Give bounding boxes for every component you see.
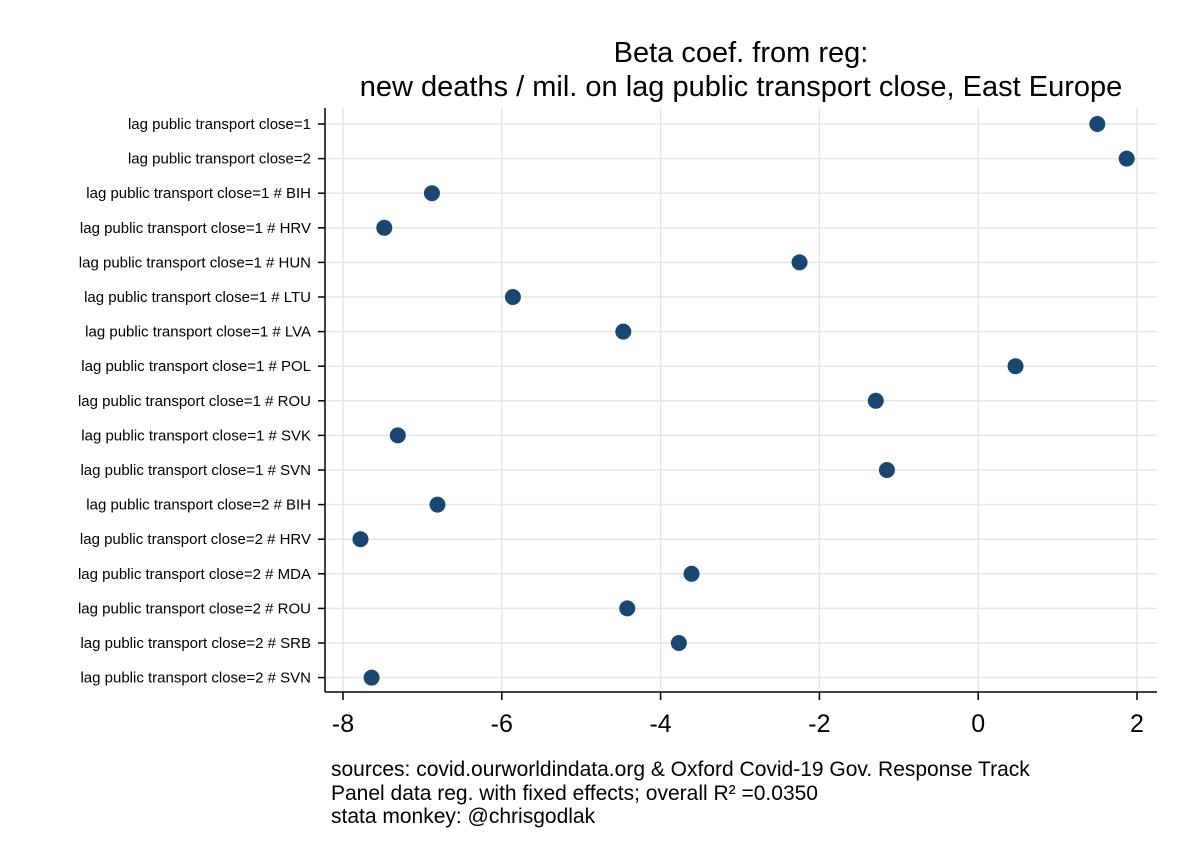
category-label: lag public transport close=1 # LTU (84, 289, 311, 306)
data-points (352, 116, 1135, 686)
category-label: lag public transport close=1 # ROU (78, 393, 311, 410)
category-label: lag public transport close=2 # MDA (78, 566, 311, 583)
category-label: lag public transport close=1 # POL (81, 358, 311, 375)
category-label: lag public transport close=1 (128, 116, 311, 133)
coefficient-point (615, 323, 632, 340)
coefficient-point (1118, 150, 1135, 167)
coefficient-point (352, 531, 369, 548)
category-label: lag public transport close=2 # HRV (80, 531, 311, 548)
category-label: lag public transport close=2 # ROU (78, 600, 311, 617)
x-axis-ticks (342, 692, 1138, 700)
y-axis-ticks (318, 123, 325, 679)
category-label: lag public transport close=1 # SVN (80, 462, 311, 479)
x-tick-label: 0 (971, 710, 985, 738)
chart-title-line-1: Beta coef. from reg: (614, 37, 869, 69)
y-axis-category-labels: lag public transport close=1 lag public t… (78, 116, 311, 687)
x-tick-label: 2 (1130, 710, 1144, 738)
coefficient-point (878, 462, 895, 478)
source-note: sources: covid.ourworldindata.org & Oxfo… (331, 758, 1030, 781)
x-axis-tick-labels: -8 -6 -4 -2 0 2 (332, 710, 1144, 738)
coefficient-point (670, 635, 687, 651)
author-note: stata monkey: @chrisgodlak (331, 805, 596, 828)
horizontal-gridlines (325, 123, 1157, 679)
coefficient-point (1089, 116, 1106, 132)
x-tick-label: -4 (649, 710, 671, 738)
coefficient-point (423, 185, 440, 202)
x-tick-label: -2 (808, 710, 830, 738)
category-label: lag public transport close=1 # LVA (85, 324, 311, 341)
category-label: lag public transport close=2 # BIH (86, 497, 311, 514)
category-label: lag public transport close=1 # HUN (79, 254, 311, 271)
coefficient-point (1007, 358, 1024, 375)
coefficient-point (363, 669, 380, 686)
category-label: lag public transport close=1 # BIH (86, 185, 311, 202)
chart-title-line-2: new deaths / mil. on lag public transpor… (360, 71, 1122, 103)
x-tick-label: -6 (491, 710, 513, 738)
category-label: lag public transport close=1 # SVK (81, 427, 311, 444)
coefficient-point (867, 392, 884, 409)
category-label: lag public transport close=2 # SVN (80, 670, 311, 687)
coefficient-point (619, 600, 636, 617)
category-label: lag public transport close=2 (128, 151, 311, 168)
coefficient-point (504, 289, 521, 305)
coefficient-point (683, 565, 700, 582)
coefficient-point (429, 496, 446, 513)
x-tick-label: -8 (332, 710, 354, 738)
category-label: lag public transport close=2 # SRB (80, 635, 311, 652)
coefficient-point (389, 427, 406, 444)
coefficient-point (791, 254, 808, 271)
coefficient-point (376, 219, 393, 236)
vertical-gridlines (342, 108, 1138, 692)
regression-note: Panel data reg. with fixed effects; over… (331, 782, 818, 805)
category-label: lag public transport close=1 # HRV (80, 220, 311, 237)
